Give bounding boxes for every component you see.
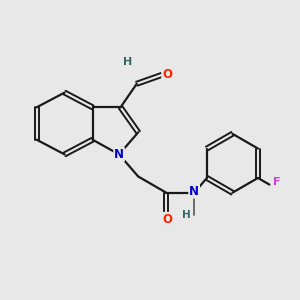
- Text: N: N: [114, 148, 124, 161]
- Text: F: F: [273, 177, 280, 187]
- Text: N: N: [189, 185, 199, 198]
- Text: O: O: [163, 213, 173, 226]
- Text: H: H: [182, 210, 191, 220]
- Text: O: O: [162, 68, 172, 81]
- Text: H: H: [123, 57, 133, 67]
